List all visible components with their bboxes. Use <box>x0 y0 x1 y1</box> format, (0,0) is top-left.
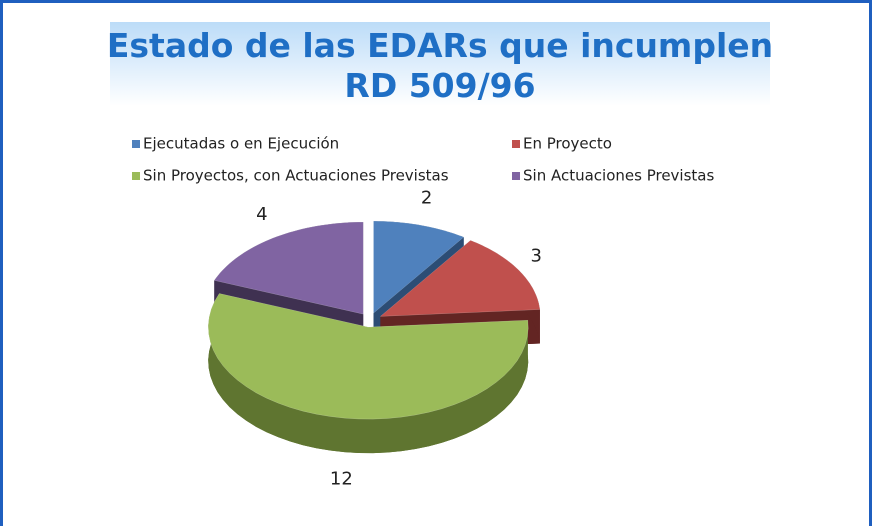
legend-label: Sin Actuaciones Previstas <box>523 167 714 185</box>
data-label: 4 <box>256 204 267 225</box>
title-background <box>110 22 770 106</box>
slice-top <box>373 220 465 314</box>
slice <box>207 293 529 454</box>
legend-swatch <box>132 172 140 180</box>
data-label: 2 <box>421 188 432 209</box>
legend-label: Sin Proyectos, con Actuaciones Previstas <box>143 167 449 185</box>
slice-top <box>213 221 364 315</box>
chart-title: Estado de las EDARs que incumplen RD 509… <box>106 26 774 105</box>
legend-swatch <box>512 172 520 180</box>
legend-swatch <box>512 140 520 148</box>
legend-swatch <box>132 140 140 148</box>
legend-label: En Proyecto <box>523 135 612 153</box>
slice-top <box>379 240 541 317</box>
slice-wall <box>208 293 529 454</box>
legend-label: Ejecutadas o en Ejecución <box>143 135 339 153</box>
data-label: 12 <box>330 469 353 490</box>
data-label: 3 <box>531 246 542 267</box>
slice-top <box>207 293 529 420</box>
